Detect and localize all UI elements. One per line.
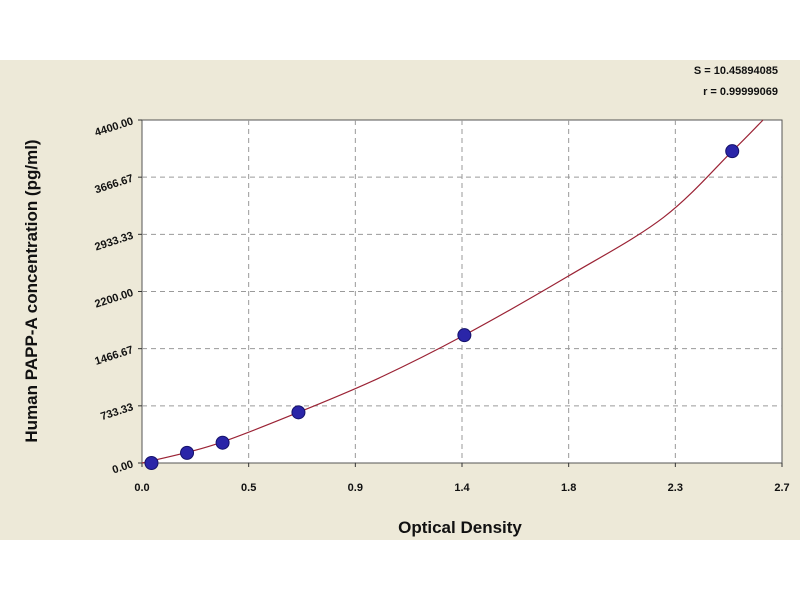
x-tick-label: 2.7 <box>774 482 789 494</box>
x-tick-label: 0.9 <box>348 482 363 494</box>
data-point <box>291 405 306 420</box>
y-tick-label: 3666.67 <box>93 173 135 197</box>
data-points <box>144 144 740 470</box>
x-tick-label: 1.4 <box>454 482 470 494</box>
stat-r: r = 0.99999069 <box>703 86 778 98</box>
y-tick-label: 4400.00 <box>93 115 135 139</box>
y-axis-title: Human PAPP-A concentration (pg/ml) <box>22 139 41 442</box>
y-tick-label: 1466.67 <box>93 344 135 368</box>
x-tick-label: 0.0 <box>134 482 149 494</box>
data-point <box>457 328 472 343</box>
data-point <box>180 445 195 460</box>
x-axis-title: Optical Density <box>398 518 522 537</box>
y-tick-label: 733.33 <box>99 401 135 423</box>
stat-s: S = 10.45894085 <box>694 65 778 77</box>
y-axis-ticks: 0.00 733.33 1466.67 2200.00 2933.33 3666.67 44… <box>93 115 142 476</box>
data-point <box>144 456 159 470</box>
x-tick-label: 2.3 <box>668 482 683 494</box>
grid-lines <box>142 120 782 463</box>
x-tick-label: 1.8 <box>561 482 576 494</box>
y-tick-label: 2200.00 <box>93 287 135 311</box>
x-axis-ticks: 0.0 0.5 0.9 1.4 1.8 2.3 2.7 <box>134 463 790 494</box>
data-point <box>725 144 740 159</box>
data-point <box>215 435 230 450</box>
x-tick-label: 0.5 <box>241 482 256 494</box>
y-tick-label: 2933.33 <box>93 230 135 254</box>
y-tick-label: 0.00 <box>111 458 135 476</box>
